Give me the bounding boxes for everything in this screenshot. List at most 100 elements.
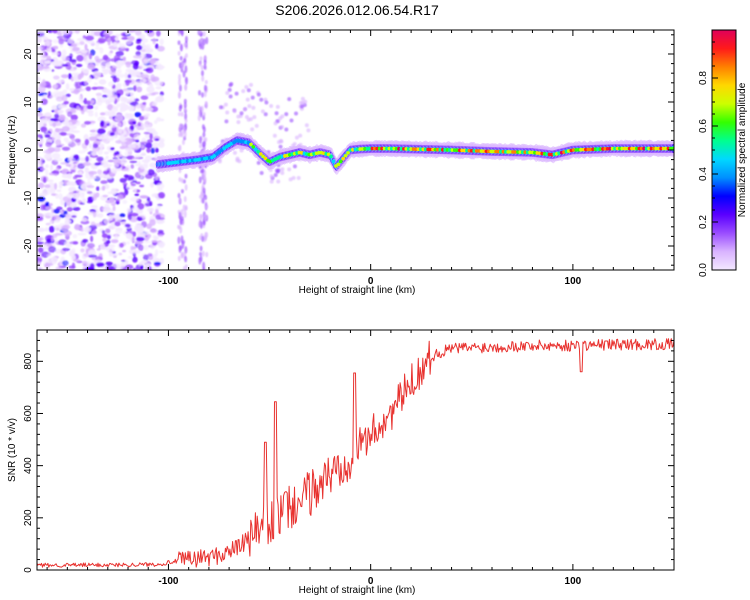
heatmap-cell	[156, 30, 161, 37]
heatmap-cell	[50, 188, 56, 195]
x-tick-label: 100	[565, 276, 582, 287]
heatmap-cell	[60, 161, 69, 165]
heatmap-cell	[75, 160, 79, 164]
heatmap-cell	[115, 198, 120, 203]
heatmap-cell	[105, 100, 111, 105]
heatmap-cell	[120, 221, 127, 225]
heatmap-cell	[197, 114, 201, 122]
heatmap-cell	[131, 206, 140, 212]
heatmap-cell	[129, 92, 135, 97]
heatmap-cell	[54, 83, 59, 89]
heatmap-cell	[71, 262, 76, 269]
heatmap-cell	[152, 253, 157, 258]
heatmap-cell	[81, 217, 88, 222]
heatmap-cell	[139, 78, 147, 84]
heatmap-cell	[71, 130, 81, 134]
heatmap-cell	[81, 188, 91, 192]
heatmap-cell	[138, 232, 146, 239]
heatmap-cell	[107, 92, 112, 99]
heatmap-cell	[177, 236, 181, 245]
heatmap-cell	[180, 189, 184, 194]
heatmap-cell	[199, 255, 203, 263]
x-tick-label: 100	[565, 576, 582, 587]
heatmap-cell	[96, 95, 101, 101]
heatmap-cell	[130, 249, 139, 254]
heatmap-cell	[101, 136, 110, 144]
snr-series-line	[37, 338, 674, 568]
heatmap-cell	[43, 36, 49, 41]
heatmap-cell	[119, 133, 126, 140]
heatmap-cell	[148, 128, 156, 134]
heatmap-cell	[89, 133, 98, 137]
heatmap-cell	[80, 183, 87, 190]
heatmap-cell	[158, 141, 165, 148]
heatmap-cell	[212, 154, 217, 158]
heatmap-cell	[119, 177, 127, 183]
heatmap-cell	[338, 159, 343, 164]
heatmap-cell	[77, 37, 86, 42]
heatmap-cell	[116, 103, 121, 108]
heatmap-cell	[200, 64, 204, 71]
heatmap-cell	[43, 153, 52, 160]
heatmap-cell	[75, 30, 80, 34]
heatmap-cell	[125, 40, 133, 45]
heatmap-cell	[86, 105, 91, 109]
heatmap-cell	[88, 52, 93, 60]
heatmap-cell	[121, 37, 129, 40]
heatmap-cell	[90, 99, 95, 104]
heatmap-cell	[85, 155, 90, 162]
heatmap-cell	[50, 236, 55, 242]
heatmap-cell	[124, 79, 132, 84]
heatmap-cell	[326, 152, 331, 157]
heatmap-cell	[90, 235, 94, 243]
heatmap-cell	[67, 37, 74, 44]
heatmap-cell	[184, 112, 188, 121]
heatmap-cell	[203, 59, 207, 66]
heatmap-cell	[37, 76, 42, 81]
heatmap-cell	[117, 122, 122, 127]
heatmap-cell	[65, 163, 72, 167]
heatmap-cell	[52, 63, 61, 67]
heatmap-cell	[74, 138, 81, 143]
heatmap-cell	[119, 106, 124, 113]
heatmap-cell	[127, 143, 137, 149]
heatmap-cell	[177, 192, 181, 199]
heatmap-cell	[140, 62, 148, 69]
heatmap-cell	[203, 176, 207, 184]
heatmap-cell	[146, 234, 151, 238]
heatmap-cell	[119, 242, 124, 248]
heatmap-cell	[159, 91, 164, 97]
heatmap-cell	[146, 147, 151, 153]
snr-panel: -100 0 100 0 200 400 600 800 Height of straigh…	[7, 329, 675, 596]
heatmap-cell	[87, 76, 92, 83]
heatmap-cell	[200, 105, 204, 113]
y-tick-label: 200	[23, 509, 34, 526]
heatmap-cell	[184, 76, 188, 85]
heatmap-cell	[202, 220, 206, 226]
heatmap-cell	[112, 263, 121, 268]
heatmap-cell	[49, 203, 53, 207]
heatmap-cell	[72, 234, 78, 239]
heatmap-cell	[54, 238, 58, 245]
heatmap-cell	[79, 202, 85, 205]
heatmap-cell	[198, 176, 202, 184]
heatmap-cell	[198, 61, 202, 67]
heatmap-cell	[138, 115, 145, 121]
heatmap-cell	[228, 94, 233, 99]
heatmap-cell	[105, 30, 113, 35]
heatmap-cell	[121, 140, 129, 148]
heatmap-cell	[146, 113, 150, 117]
heatmap-cell	[96, 186, 100, 191]
heatmap-cell	[227, 87, 232, 92]
heatmap-cell	[54, 248, 62, 254]
heatmap-cell	[260, 109, 265, 114]
heatmap-cell	[97, 157, 102, 165]
heatmap-cell	[112, 214, 117, 219]
heatmap-cell	[179, 218, 183, 226]
heatmap-cell	[124, 112, 129, 120]
heatmap-cell	[135, 30, 142, 36]
heatmap-cell	[70, 186, 77, 192]
heatmap-cell	[149, 58, 156, 64]
heatmap-cell	[259, 97, 264, 102]
heatmap-cell	[258, 152, 263, 156]
